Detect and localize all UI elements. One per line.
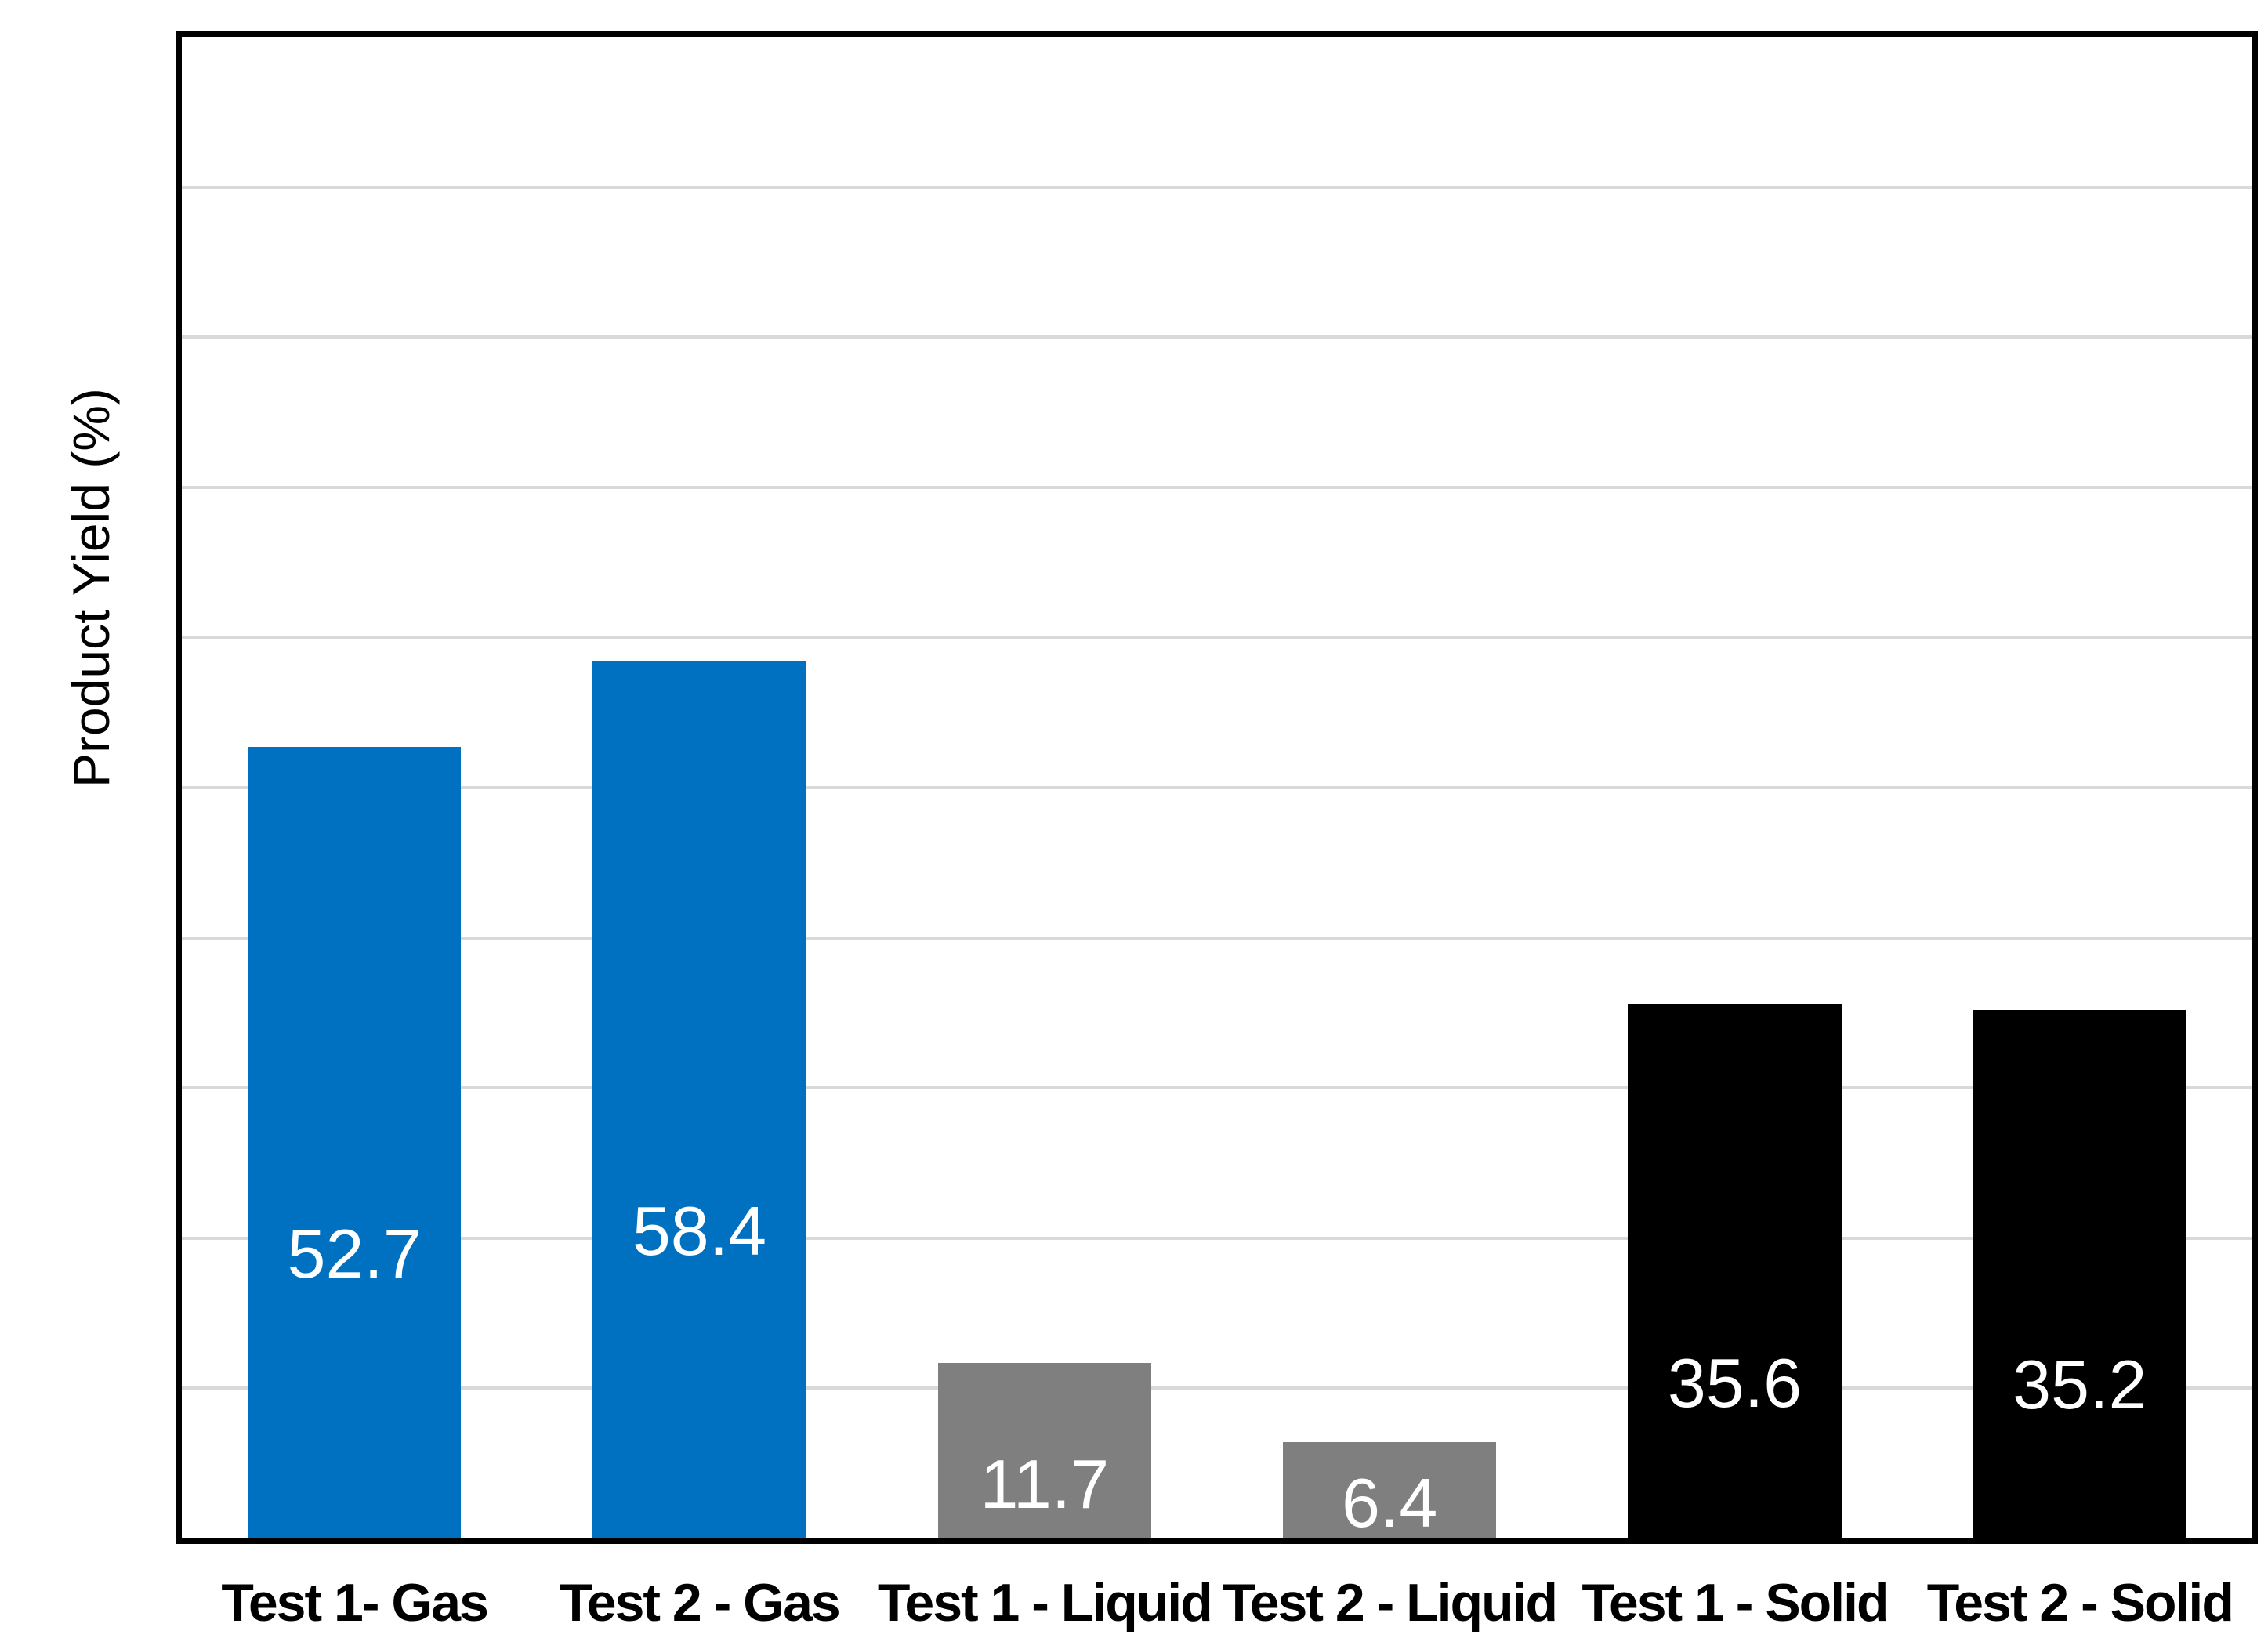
gridline	[182, 1236, 2252, 1240]
gridline	[182, 636, 2252, 640]
x-axis-category-label: Test 1 - Liquid	[877, 1573, 1213, 1633]
y-axis-title-text: Product Yield (%)	[62, 388, 120, 788]
gridline	[182, 936, 2252, 940]
bar-value-label: 52.7	[287, 1214, 422, 1292]
x-axis-labels: Test 1- Gas Test 2 - Gas Test 1 - Liquid Te…	[182, 1564, 2252, 1642]
bar-slot: 58.4	[527, 37, 871, 1538]
bar-1: 52.7	[248, 747, 462, 1538]
bar-4: 6.4	[1283, 1442, 1497, 1542]
x-axis-category-label: Test 2 - Gas	[560, 1573, 840, 1633]
x-axis-category-label: Test 2 - Solid	[1926, 1573, 2234, 1633]
bar-value-label: 58.4	[632, 1192, 767, 1270]
x-axis-category-label: Test 2 - Liquid	[1223, 1573, 1558, 1633]
bar-6: 35.2	[1973, 1009, 2186, 1538]
bar-value-label: 35.6	[1667, 1344, 1802, 1422]
plot-area: 52.7 58.4 11.7 6.4 35.6 35.2	[176, 31, 2258, 1544]
gridline	[182, 786, 2252, 789]
bar-value-label: 11.7	[980, 1444, 1110, 1523]
bar-value-label: 35.2	[2013, 1346, 2147, 1424]
bar-slot: 35.2	[1908, 37, 2252, 1538]
bar-3: 11.7	[937, 1362, 1151, 1538]
bar-2: 58.4	[592, 661, 806, 1538]
gridline	[182, 185, 2252, 189]
gridline	[182, 1386, 2252, 1390]
bar-slot: 35.6	[1562, 37, 1907, 1538]
gridline	[182, 485, 2252, 489]
bar-slot: 6.4	[1217, 37, 1562, 1538]
bars-layer: 52.7 58.4 11.7 6.4 35.6 35.2	[182, 37, 2252, 1538]
gridline	[182, 1086, 2252, 1090]
x-axis-category-label: Test 1- Gas	[221, 1573, 489, 1633]
bar-5: 35.6	[1628, 1003, 1842, 1538]
bar-slot: 52.7	[182, 37, 527, 1538]
gridline	[182, 335, 2252, 339]
x-axis-category-label: Test 1 - Solid	[1581, 1573, 1889, 1633]
gridlines-layer	[182, 37, 2252, 1538]
bar-slot: 11.7	[872, 37, 1217, 1538]
bar-value-label: 6.4	[1341, 1463, 1438, 1542]
